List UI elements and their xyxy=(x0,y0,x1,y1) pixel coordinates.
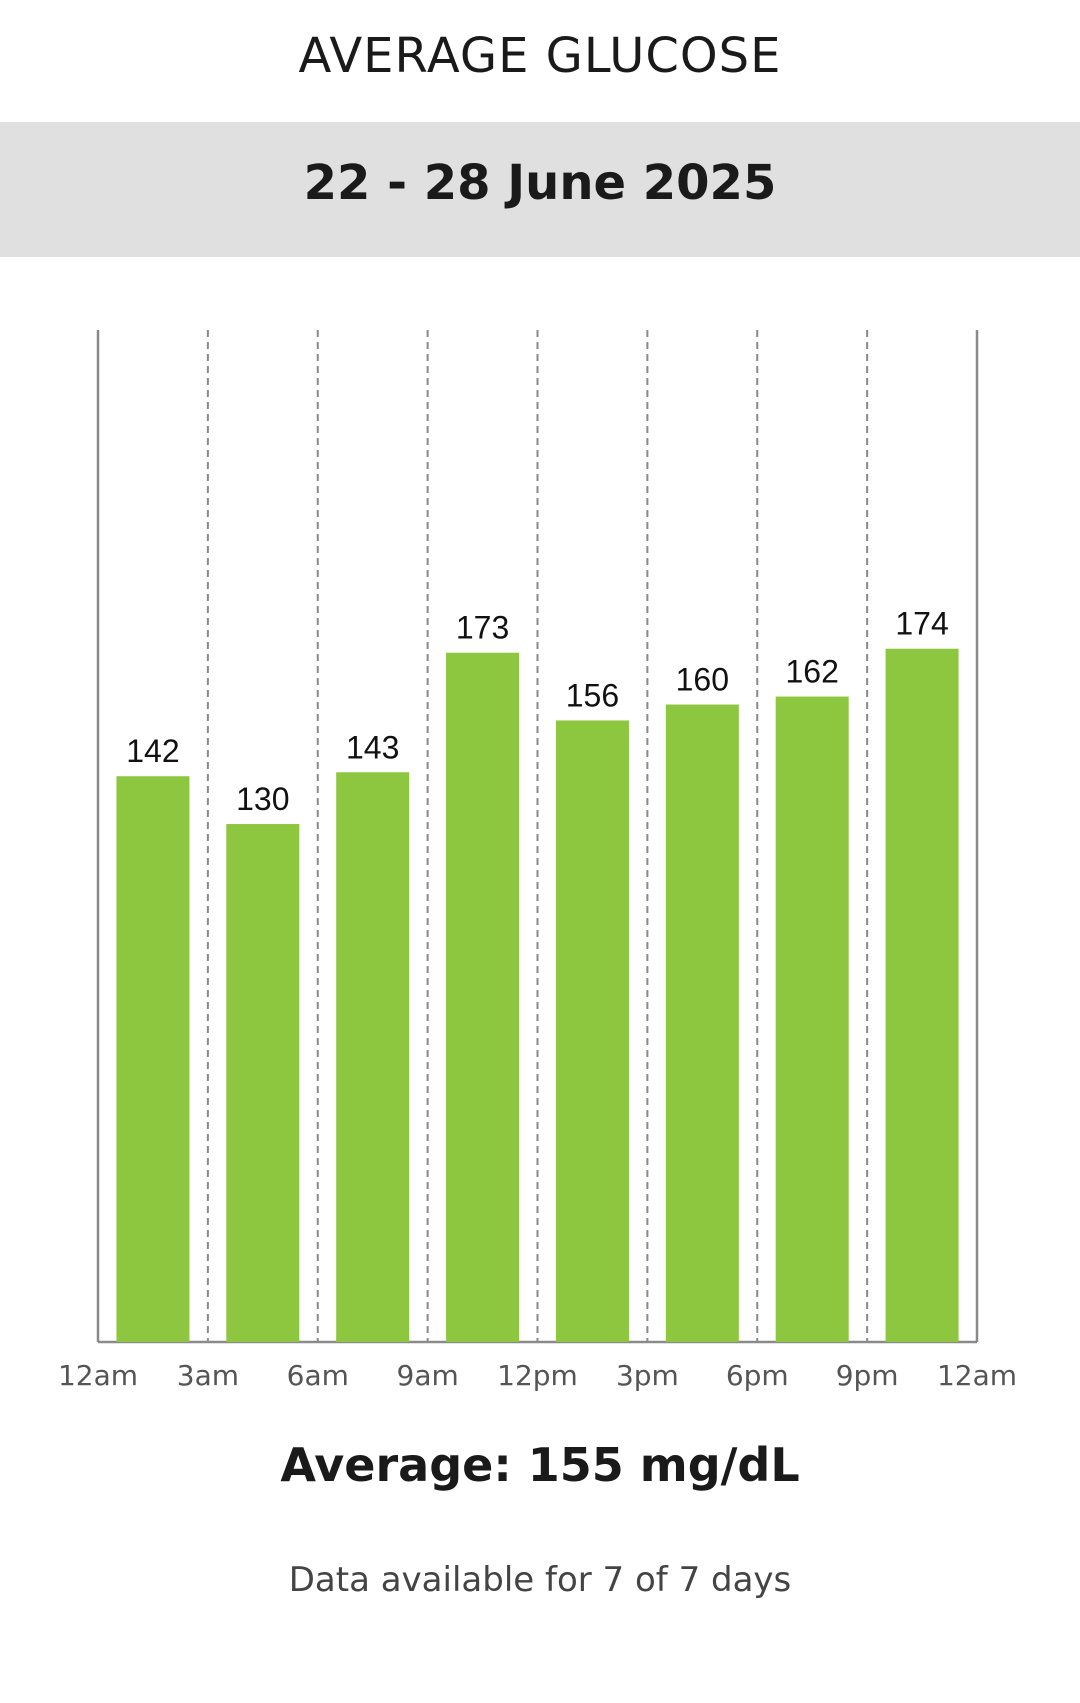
chart-data-label: 142 xyxy=(126,733,179,769)
chart-data-label: 156 xyxy=(566,677,619,713)
chart-x-tick-label: 3pm xyxy=(616,1359,679,1392)
chart-data-label: 160 xyxy=(676,662,729,698)
chart-data-label: 143 xyxy=(346,729,399,765)
chart-bar xyxy=(446,652,520,1342)
chart-bar xyxy=(226,824,300,1342)
chart-bar xyxy=(116,776,190,1342)
date-range: 22 - 28 June 2025 xyxy=(303,155,777,211)
chart-x-tick-label: 6pm xyxy=(726,1359,789,1392)
chart-bar xyxy=(555,720,629,1342)
chart-x-tick-label: 12pm xyxy=(497,1359,578,1392)
chart-bar xyxy=(336,772,410,1342)
chart-x-tick-label: 9pm xyxy=(836,1359,899,1392)
average-glucose-chart: 142 130 143 173 156 160 162 174 12am 3am 6am 9am 12p… xyxy=(58,330,1017,1392)
chart-data-label: 162 xyxy=(785,654,838,690)
data-availability: Data available for 7 of 7 days xyxy=(288,1560,792,1600)
chart-data-label: 174 xyxy=(895,606,948,642)
chart-x-tick-label: 3am xyxy=(177,1359,239,1392)
chart-data-label: 130 xyxy=(236,781,289,817)
chart-title: AVERAGE GLUCOSE xyxy=(298,28,782,84)
date-range-band xyxy=(0,122,1080,257)
average-value: Average: 155 mg/dL xyxy=(280,1438,800,1492)
chart-bar xyxy=(775,696,849,1342)
chart-x-tick-label: 9am xyxy=(397,1359,459,1392)
chart-x-tick-label: 6am xyxy=(287,1359,349,1392)
chart-data-label: 173 xyxy=(456,610,509,646)
chart-bar xyxy=(665,704,739,1342)
chart-bar xyxy=(885,648,959,1342)
chart-x-tick-label: 12am xyxy=(937,1359,1017,1392)
chart-x-tick-label: 12am xyxy=(58,1359,138,1392)
